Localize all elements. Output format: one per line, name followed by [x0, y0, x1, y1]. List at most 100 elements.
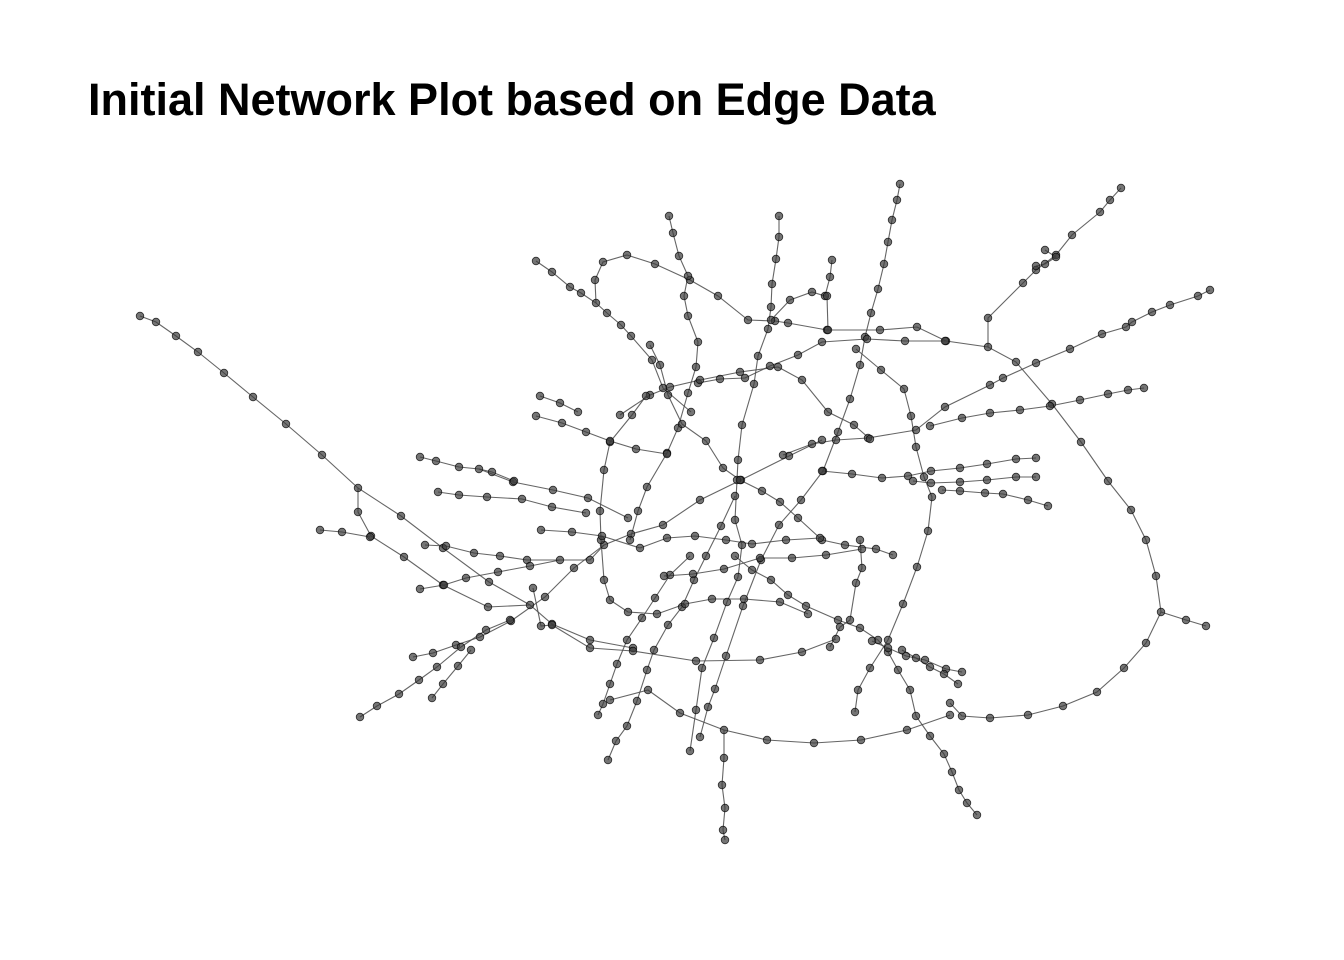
network-node	[427, 693, 437, 703]
network-node	[825, 642, 835, 652]
network-node	[1105, 195, 1115, 205]
network-node	[927, 492, 937, 502]
network-node	[821, 550, 831, 560]
network-node	[372, 701, 382, 711]
network-node	[947, 767, 957, 777]
network-node	[1141, 535, 1151, 545]
network-node	[1116, 183, 1126, 193]
network-node	[632, 696, 642, 706]
network-node	[982, 475, 992, 485]
network-node	[849, 420, 859, 430]
network-node	[1092, 687, 1102, 697]
network-node	[865, 434, 875, 444]
node-layer	[135, 179, 1215, 845]
network-node	[767, 279, 777, 289]
network-node	[749, 379, 759, 389]
network-node	[531, 256, 541, 266]
network-node	[920, 655, 930, 665]
network-node	[720, 835, 730, 845]
network-node	[1065, 344, 1075, 354]
network-node	[757, 486, 767, 496]
network-node	[730, 515, 740, 525]
network-node	[740, 373, 750, 383]
network-node	[1165, 300, 1175, 310]
network-node	[693, 337, 703, 347]
network-node	[668, 228, 678, 238]
network-node	[899, 384, 909, 394]
network-node	[762, 735, 772, 745]
network-node	[482, 492, 492, 502]
network-edge	[854, 348, 933, 713]
network-node	[718, 825, 728, 835]
network-node	[1018, 278, 1028, 288]
network-node	[415, 584, 425, 594]
network-node	[1076, 437, 1086, 447]
network-node	[877, 473, 887, 483]
network-node	[643, 685, 653, 695]
network-node	[1119, 663, 1129, 673]
network-node	[525, 561, 535, 571]
network-node	[598, 699, 608, 709]
network-node	[833, 427, 843, 437]
network-node	[432, 662, 442, 672]
network-node	[691, 705, 701, 715]
network-node	[865, 663, 875, 673]
network-node	[583, 493, 593, 503]
network-node	[897, 645, 907, 655]
network-node	[709, 633, 719, 643]
network-node	[985, 408, 995, 418]
network-node	[925, 421, 935, 431]
network-node	[855, 623, 865, 633]
network-node	[845, 394, 855, 404]
network-node	[801, 601, 811, 611]
network-edge	[619, 366, 871, 440]
network-node	[763, 324, 773, 334]
network-edge	[532, 587, 837, 662]
network-node	[590, 275, 600, 285]
network-node	[469, 548, 479, 558]
network-node	[193, 347, 203, 357]
network-node	[603, 755, 613, 765]
network-node	[703, 702, 713, 712]
network-node	[998, 489, 1008, 499]
network-node	[823, 325, 833, 335]
network-node	[1015, 405, 1025, 415]
network-node	[495, 551, 505, 561]
network-node	[315, 525, 325, 535]
network-node	[867, 636, 877, 646]
network-node	[353, 483, 363, 493]
network-node	[171, 331, 181, 341]
network-node	[735, 367, 745, 377]
network-node	[980, 488, 990, 498]
network-node	[939, 749, 949, 759]
network-node	[645, 340, 655, 350]
network-node	[862, 334, 872, 344]
network-node	[627, 410, 637, 420]
network-node	[658, 383, 668, 393]
network-node	[856, 735, 866, 745]
network-node	[755, 655, 765, 665]
network-node	[866, 308, 876, 318]
network-node	[831, 634, 841, 644]
network-node	[641, 391, 651, 401]
network-node	[691, 656, 701, 666]
network-node	[771, 254, 781, 264]
network-edge	[594, 254, 1162, 719]
network-node	[717, 780, 727, 790]
network-node	[833, 615, 843, 625]
network-node	[535, 391, 545, 401]
network-node	[593, 710, 603, 720]
network-node	[983, 342, 993, 352]
network-node	[1103, 389, 1113, 399]
network-node	[665, 382, 675, 392]
network-node	[787, 553, 797, 563]
network-node	[721, 535, 731, 545]
network-node	[337, 527, 347, 537]
network-node	[548, 485, 558, 495]
network-edge	[609, 689, 951, 744]
network-node	[945, 698, 955, 708]
network-node	[690, 531, 700, 541]
network-node	[823, 407, 833, 417]
network-node	[1097, 329, 1107, 339]
